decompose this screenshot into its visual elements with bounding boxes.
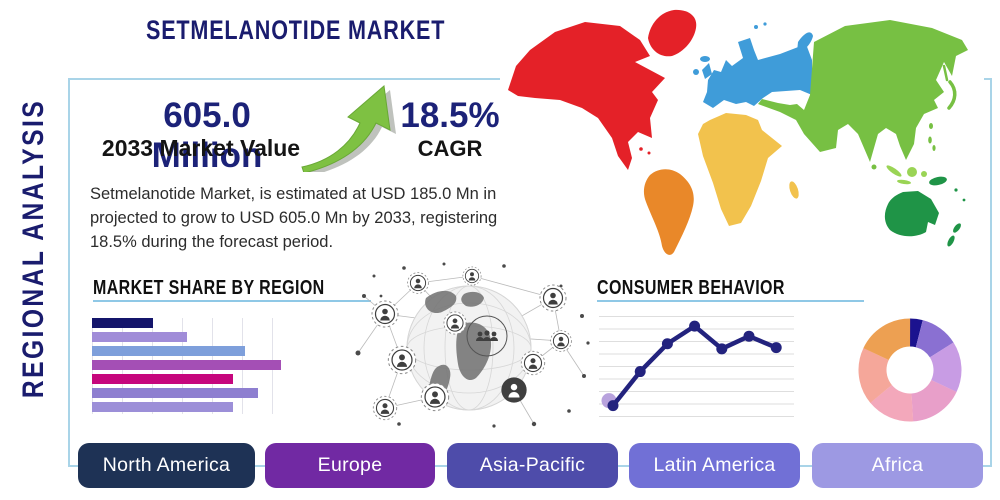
region-button-label: Latin America: [653, 454, 776, 476]
donut-slice-4: [858, 318, 962, 422]
region-button-label: North America: [102, 454, 231, 476]
donut-slice-5: [858, 318, 962, 422]
map-region-africa: [698, 113, 799, 226]
map-region-north-america: [508, 9, 697, 170]
bar-segment-6: [92, 388, 258, 398]
consumer-behavior-line-chart: [599, 316, 794, 417]
world-map: [500, 0, 984, 262]
market-share-section-title: MARKET SHARE BY REGION: [93, 277, 325, 299]
bar-segment-2: [92, 332, 187, 342]
bar-segment-7: [92, 402, 233, 412]
region-button-africa[interactable]: Africa: [812, 443, 983, 488]
region-button-label: Africa: [871, 454, 924, 476]
team-icon: [466, 315, 508, 357]
market-share-bar-chart: [92, 318, 302, 414]
region-button-asia-pacific[interactable]: Asia-Pacific: [447, 443, 618, 488]
growth-arrow-icon: [301, 85, 396, 172]
region-button-label: Europe: [317, 454, 383, 476]
bar-segment-3: [92, 346, 246, 356]
map-region-asia: [758, 20, 968, 185]
map-region-oceania: [884, 176, 966, 247]
market-value-stat: 605.0 Million: [151, 96, 263, 175]
bar-segment-4: [92, 360, 281, 370]
region-button-label: Asia-Pacific: [479, 454, 586, 476]
network-person-nodes: [371, 266, 572, 421]
page-title: SETMELANOTIDE MARKET: [146, 15, 446, 45]
donut-slice-7: [858, 318, 962, 422]
region-button-latin-america[interactable]: Latin America: [629, 443, 800, 488]
side-title-regional-analysis: REGIONAL ANALYSIS: [17, 99, 50, 399]
cagr-label: CAGR: [417, 136, 483, 161]
market-share-underline: [93, 300, 371, 302]
globe-network-icon: [355, 262, 590, 428]
map-region-europe: [693, 22, 813, 108]
bar-segment-1: [92, 318, 153, 328]
region-button-europe[interactable]: Europe: [265, 443, 435, 488]
market-value-label: 2033 Market Value: [101, 135, 301, 161]
bar-segment-5: [92, 374, 233, 384]
regional-donut-chart: [858, 318, 962, 422]
consumer-behavior-section-title: CONSUMER BEHAVIOR: [597, 277, 785, 299]
map-region-south-america: [643, 169, 694, 255]
cagr-stat: 18.5%: [400, 96, 500, 135]
region-button-north-america[interactable]: North America: [78, 443, 255, 488]
consumer-behavior-underline: [597, 300, 864, 302]
market-summary-text: Setmelanotide Market, is estimated at US…: [90, 185, 582, 251]
